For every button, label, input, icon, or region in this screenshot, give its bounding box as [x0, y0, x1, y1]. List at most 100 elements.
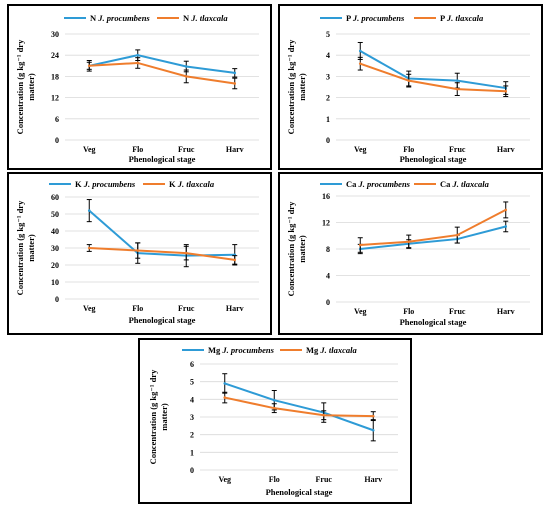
chart-n-series-0-point-3 [233, 71, 237, 75]
chart-ca-series-1-point-3 [504, 208, 508, 212]
chart-mg-xtick-0: Veg [218, 475, 231, 484]
chart-p-legend-label-1: P J. tlaxcala [440, 13, 484, 23]
chart-mg-legend-label-0: Mg J. procumbens [208, 345, 275, 355]
chart-mg-series-0-point-0 [223, 382, 227, 385]
chart-mg-series-1-point-3 [371, 414, 375, 418]
chart-n-ytick-4: 24 [51, 51, 59, 60]
chart-mg-ytick-5: 5 [190, 378, 194, 387]
chart-k-series-0-point-0 [87, 209, 91, 212]
chart-n-xtick-0: Veg [83, 145, 96, 154]
chart-n-ylabel: Concentration (g kg⁻¹ drymatter) [15, 39, 36, 134]
chart-k-xtick-3: Harv [226, 304, 244, 313]
chart-mg-series-0-point-3 [371, 428, 375, 432]
chart-n-series-0-point-2 [184, 65, 188, 68]
chart-n-series-1-line [89, 61, 235, 85]
chart-n-series-0-point-1 [136, 53, 140, 57]
chart-n-series-1-point-1 [136, 61, 140, 65]
chart-mg-legend-label-1: Mg J. tlaxcala [306, 345, 358, 355]
chart-panel-p: 0 1 2 3 4 5 Veg Flo Fruc Harv Phenological stage Co… [278, 4, 543, 170]
chart-mg-xtick-3: Harv [364, 475, 382, 484]
chart-k-legend-label-1: K J. tlaxcala [169, 179, 215, 189]
chart-ca-ytick-4: 16 [322, 192, 330, 201]
chart-k-series-1-point-2 [184, 251, 188, 255]
chart-ca-series-1-point-2 [455, 233, 459, 237]
chart-ca-legend-label-1: Ca J. tlaxcala [440, 179, 490, 189]
chart-k-legend-label-0: K J. procumbens [75, 179, 136, 189]
chart-panel-ca: 0 4 8 12 16 Veg Flo Fruc Harv Phenological stage C… [278, 172, 543, 335]
chart-k-ytick-4: 40 [51, 227, 59, 236]
chart-mg-series-0-line [224, 382, 374, 432]
chart-mg-series-1-point-2 [322, 413, 326, 417]
chart-k-series-1-line [89, 247, 235, 261]
chart-n-legend-label-0: N J. procumbens [90, 13, 150, 23]
chart-ca-series-1-line [360, 209, 507, 247]
chart-mg-xlabel: Phenological stage [266, 487, 333, 497]
chart-n-xlabel: Phenological stage [129, 154, 196, 164]
chart-k-xtick-2: Fruc [178, 304, 195, 313]
chart-k-series-1-point-1 [136, 249, 140, 252]
chart-ca-ytick-0: 0 [326, 298, 330, 307]
chart-p-series-1-point-2 [455, 87, 459, 91]
chart-p-ytick-2: 2 [326, 94, 330, 103]
chart-k-xtick-1: Flo [132, 304, 143, 313]
chart-mg-ytick-4: 4 [190, 395, 194, 404]
chart-n-legend-label-1: N J. tlaxcala [183, 13, 228, 23]
chart-n-ytick-1: 6 [55, 115, 59, 124]
chart-mg-series-1-point-1 [272, 406, 276, 410]
chart-p-series-0-line [359, 50, 506, 90]
chart-n-svg: 0 6 12 18 24 30 Veg Flo Fruc Harv Phenological sta… [15, 13, 259, 164]
chart-p-ytick-3: 3 [326, 72, 330, 81]
chart-k-ytick-1: 10 [51, 278, 59, 287]
chart-n-xtick-1: Flo [132, 145, 143, 154]
chart-mg-series-1-point-0 [223, 396, 227, 399]
chart-p-series-1-line [359, 62, 506, 93]
chart-panel-mg: 0 1 2 3 4 5 6 Veg Flo Fruc Harv Phenological stage C… [138, 338, 412, 504]
chart-panel-n: 0 6 12 18 24 30 Veg Flo Fruc Harv Phenological sta… [7, 4, 272, 170]
chart-mg-series-0-point-1 [272, 398, 276, 402]
chart-mg-xtick-1: Flo [269, 475, 280, 484]
chart-mg-xtick-2: Fruc [316, 475, 333, 484]
chart-p-xtick-0: Veg [354, 145, 367, 154]
chart-mg-ytick-6: 6 [190, 360, 194, 369]
chart-k-xlabel: Phenological stage [129, 315, 196, 325]
chart-ca-series-1-point-0 [358, 243, 362, 247]
chart-mg-ytick-3: 3 [190, 413, 194, 422]
chart-n-ytick-5: 30 [51, 30, 59, 39]
chart-p-svg: 0 1 2 3 4 5 Veg Flo Fruc Harv Phenological stage Co… [286, 13, 530, 164]
chart-ca-ytick-1: 4 [326, 272, 330, 281]
chart-k-ytick-6: 60 [51, 193, 59, 202]
chart-p-ytick-0: 0 [326, 136, 330, 145]
chart-n-series-0-line [89, 54, 235, 74]
chart-ca-series-0-point-3 [504, 225, 508, 228]
chart-p-series-0-point-2 [455, 79, 459, 82]
chart-k-ytick-5: 50 [51, 210, 59, 219]
chart-ca-ytick-3: 12 [322, 219, 330, 228]
chart-ca-xtick-0: Veg [354, 307, 367, 316]
chart-p-ytick-1: 1 [326, 115, 330, 124]
chart-k-ytick-3: 30 [51, 244, 59, 253]
chart-ca-ytick-2: 8 [326, 245, 330, 254]
chart-k-series-1-point-0 [87, 246, 91, 250]
chart-p-xtick-3: Harv [497, 145, 515, 154]
chart-ca-svg: 0 4 8 12 16 Veg Flo Fruc Harv Phenological stage C… [286, 179, 530, 327]
chart-mg-svg: 0 1 2 3 4 5 6 Veg Flo Fruc Harv Phenological stage C… [148, 345, 398, 497]
chart-k-ytick-0: 0 [55, 295, 59, 304]
chart-p-xlabel: Phenological stage [400, 154, 467, 164]
chart-n-ytick-2: 12 [51, 94, 59, 103]
chart-k-ytick-2: 20 [51, 261, 59, 270]
chart-p-xtick-2: Fruc [449, 145, 466, 154]
chart-p-series-1-point-1 [407, 79, 411, 82]
chart-ca-ylabel: Concentration (g kg⁻¹ drymatter) [286, 201, 307, 296]
chart-p-ylabel: Concentration (g kg⁻¹ drymatter) [286, 39, 307, 134]
chart-n-xtick-2: Fruc [178, 145, 195, 154]
chart-k-xtick-0: Veg [83, 304, 96, 313]
chart-ca-series-0-line [360, 225, 507, 250]
chart-ca-series-1-point-1 [407, 240, 411, 244]
chart-mg-ytick-0: 0 [190, 466, 194, 475]
chart-k-series-1-point-3 [233, 258, 237, 262]
chart-mg-ytick-1: 1 [190, 448, 194, 457]
chart-k-series-0-line [88, 209, 235, 257]
chart-k-ylabel: Concentration (g kg⁻¹ drymatter) [15, 200, 36, 295]
chart-ca-legend-label-0: Ca J. procumbens [346, 179, 411, 189]
chart-p-series-0-point-0 [358, 49, 362, 53]
